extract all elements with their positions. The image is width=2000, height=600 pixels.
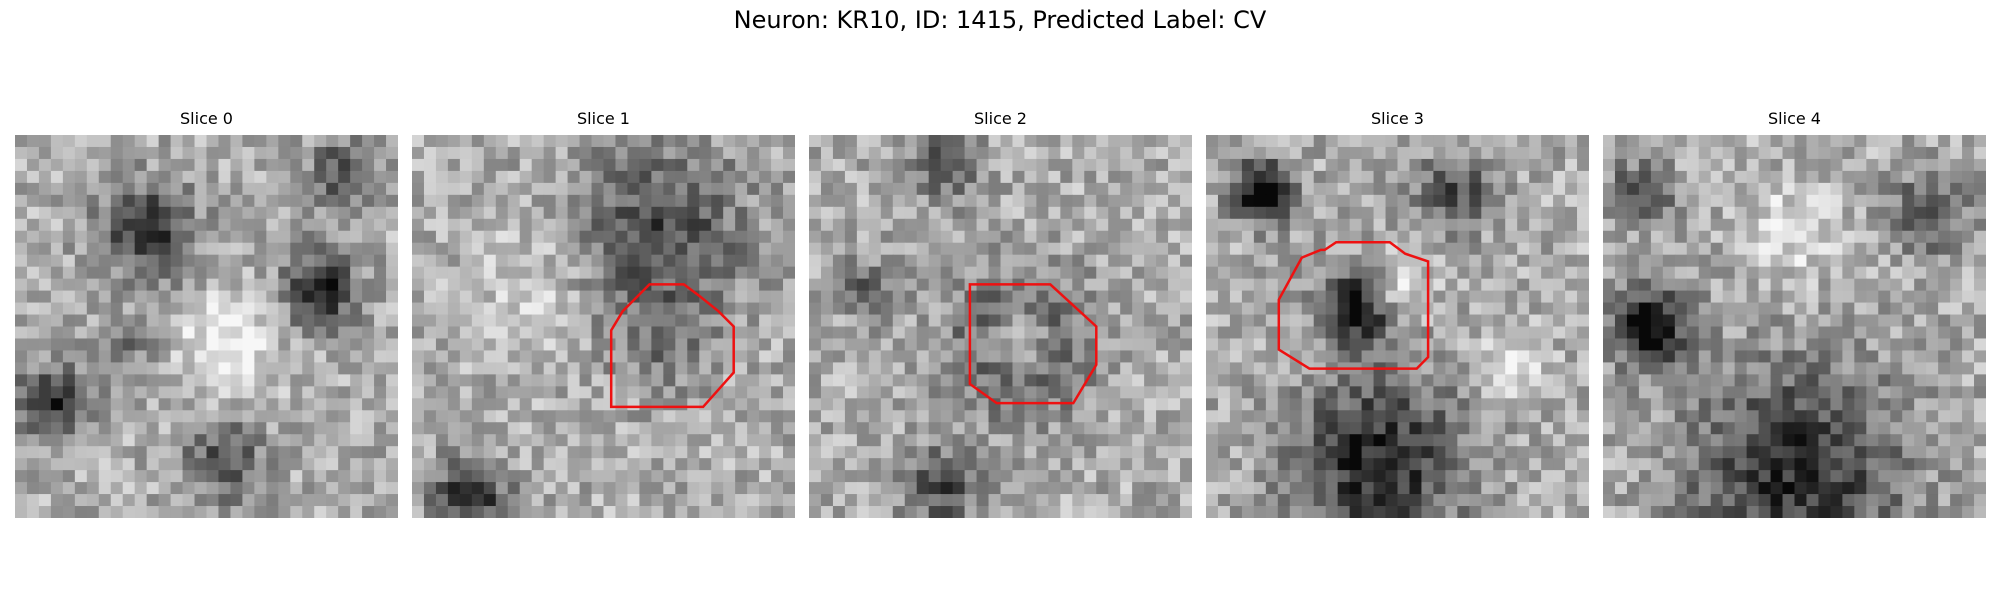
slice-panel-1: Slice 1: [412, 109, 795, 518]
slice-title: Slice 2: [974, 109, 1027, 128]
slice-title: Slice 4: [1768, 109, 1821, 128]
slice-panel-0: Slice 0: [15, 109, 398, 518]
slice-title: Slice 3: [1371, 109, 1424, 128]
slice-title: Slice 0: [180, 109, 233, 128]
slice-image: [15, 135, 398, 518]
slice-panel-4: Slice 4: [1603, 109, 1986, 518]
roi-contour: [1277, 240, 1430, 370]
slice-image: [1206, 135, 1589, 518]
roi-contour: [968, 283, 1098, 405]
slice-title: Slice 1: [577, 109, 630, 128]
roi-contour: [609, 283, 735, 409]
slice-image: [1603, 135, 1986, 518]
figure-title: Neuron: KR10, ID: 1415, Predicted Label:…: [733, 6, 1267, 34]
slice-image: [412, 135, 795, 518]
slice-panel-2: Slice 2: [809, 109, 1192, 518]
slice-image: [809, 135, 1192, 518]
slice-panel-3: Slice 3: [1206, 109, 1589, 518]
